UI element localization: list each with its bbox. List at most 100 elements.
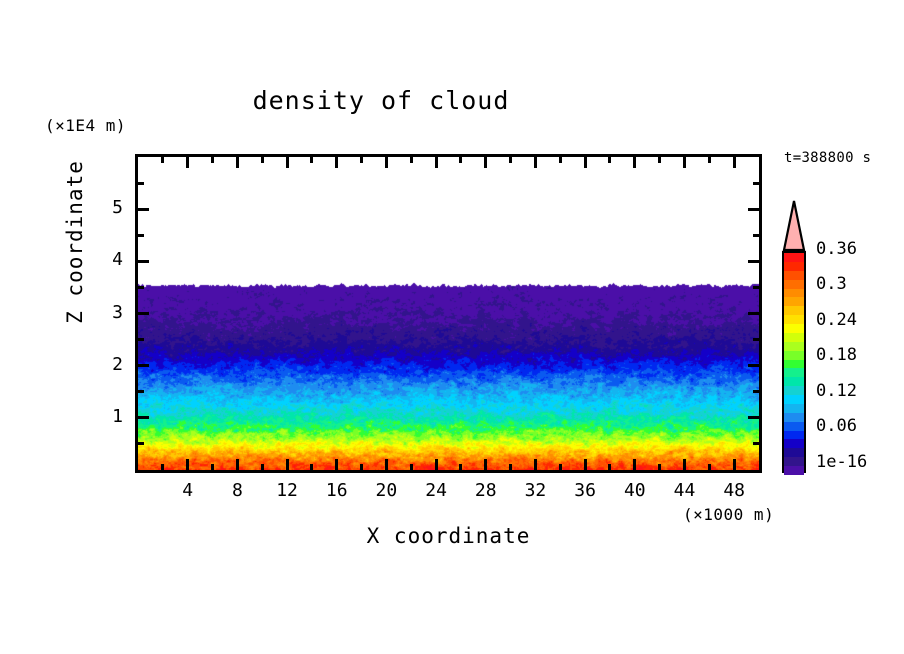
colorbar-tick-label: 0.18 xyxy=(816,345,857,366)
colorbar-tick-label: 0.24 xyxy=(816,309,857,330)
x-axis-tick-top xyxy=(459,157,463,163)
time-annotation: t=388800 s xyxy=(784,150,872,166)
y-axis-tick-right xyxy=(748,207,759,211)
colorbar-band xyxy=(784,341,804,351)
colorbar-tick-label: 0.12 xyxy=(816,380,857,401)
x-axis-tick xyxy=(409,464,413,470)
x-axis-tick xyxy=(608,464,612,470)
y-axis-tick xyxy=(138,285,144,289)
x-axis-tick xyxy=(682,459,686,470)
x-tick-label: 12 xyxy=(276,480,298,501)
x-axis-tick xyxy=(235,459,239,470)
colorbar-band xyxy=(784,297,804,307)
y-axis-unit-label: (×1E4 m) xyxy=(45,116,127,135)
y-tick-label: 5 xyxy=(112,197,123,219)
colorbar-band xyxy=(784,421,804,431)
y-tick-label: 3 xyxy=(112,301,123,323)
y-axis-tick-right xyxy=(748,416,759,420)
x-axis-tick xyxy=(186,459,190,470)
x-axis-tick-top xyxy=(608,157,612,163)
x-axis-tick-top xyxy=(533,157,537,168)
y-tick-label: 2 xyxy=(112,353,123,375)
y-axis-tick-right xyxy=(753,181,759,185)
x-axis-tick-top xyxy=(583,157,587,168)
x-axis-tick xyxy=(558,464,562,470)
colorbar-band xyxy=(784,288,804,298)
y-axis-tick-right xyxy=(753,442,759,446)
y-axis-tick-right xyxy=(753,338,759,342)
colorbar-tick-label: 1e-16 xyxy=(816,452,868,472)
y-tick-label: 1 xyxy=(112,405,123,427)
y-axis-tick xyxy=(138,364,149,368)
x-axis-tick xyxy=(459,464,463,470)
colorbar-band xyxy=(784,253,804,262)
colorbar-band xyxy=(784,448,804,458)
y-tick-label: 4 xyxy=(112,249,123,271)
x-tick-label: 48 xyxy=(723,480,745,501)
page-title: density of cloud xyxy=(252,86,510,115)
plot-area xyxy=(135,154,762,473)
x-axis-unit-label: (×1000 m) xyxy=(683,505,775,524)
colorbar-band xyxy=(784,412,804,422)
density-field-heatmap xyxy=(138,157,759,470)
y-axis-tick xyxy=(138,416,149,420)
x-axis-tick-top xyxy=(235,157,239,168)
y-axis-tick xyxy=(138,338,144,342)
x-axis-tick xyxy=(211,464,215,470)
y-axis-tick-right xyxy=(753,233,759,237)
x-tick-label: 4 xyxy=(182,480,194,501)
x-axis-tick xyxy=(161,464,165,470)
x-axis-tick xyxy=(707,464,711,470)
y-axis-tick xyxy=(138,312,149,315)
x-axis-tick xyxy=(434,459,438,470)
y-axis-tick xyxy=(138,442,144,446)
x-axis-tick-top xyxy=(558,157,562,163)
y-axis-tick xyxy=(138,259,149,263)
colorbar-band xyxy=(784,315,804,324)
x-axis-tick-top xyxy=(186,157,190,168)
colorbar-band xyxy=(784,270,804,280)
x-axis-tick-top xyxy=(335,157,339,168)
x-tick-label: 28 xyxy=(474,480,497,501)
x-axis-tick xyxy=(484,459,488,470)
y-axis-tick-right xyxy=(753,390,759,394)
x-axis-tick-top xyxy=(285,157,289,168)
colorbar-band xyxy=(784,395,804,404)
x-tick-label: 16 xyxy=(325,480,348,501)
y-axis-tick xyxy=(138,207,149,211)
x-axis-tick xyxy=(285,459,289,470)
y-axis-tick-right xyxy=(748,364,759,368)
colorbar-tick-label: 0.36 xyxy=(816,238,857,259)
x-tick-label: 24 xyxy=(425,480,447,501)
x-axis-tick-top xyxy=(384,157,388,168)
colorbar-band xyxy=(784,359,804,369)
colorbar-bands xyxy=(782,251,806,475)
colorbar-band xyxy=(784,368,804,378)
x-axis-tick-top xyxy=(509,157,513,163)
y-axis-tick-right xyxy=(753,285,759,289)
x-axis-tick xyxy=(384,459,388,470)
colorbar-band xyxy=(784,377,804,387)
x-axis-tick xyxy=(583,459,587,470)
colorbar-band xyxy=(784,332,804,342)
x-axis-tick-top xyxy=(360,157,364,163)
x-axis-tick-top xyxy=(682,157,686,168)
colorbar-band xyxy=(784,439,804,449)
colorbar-band xyxy=(784,279,804,289)
colorbar-band xyxy=(784,386,804,395)
x-axis-tick xyxy=(533,459,537,470)
colorbar-band xyxy=(784,457,804,466)
x-axis-tick xyxy=(732,459,736,470)
x-axis-tick xyxy=(335,459,339,470)
x-axis-tick-top xyxy=(211,157,215,163)
colorbar-band xyxy=(784,466,804,475)
colorbar-band xyxy=(784,261,804,271)
x-axis-tick xyxy=(509,464,513,470)
x-axis-tick-top xyxy=(484,157,488,168)
y-axis-tick xyxy=(138,390,144,394)
x-axis-tick-top xyxy=(658,157,662,163)
colorbar-tick-label: 0.06 xyxy=(816,416,857,437)
colorbar-band xyxy=(784,324,804,333)
x-axis-tick xyxy=(310,464,314,470)
x-tick-label: 20 xyxy=(375,480,398,501)
